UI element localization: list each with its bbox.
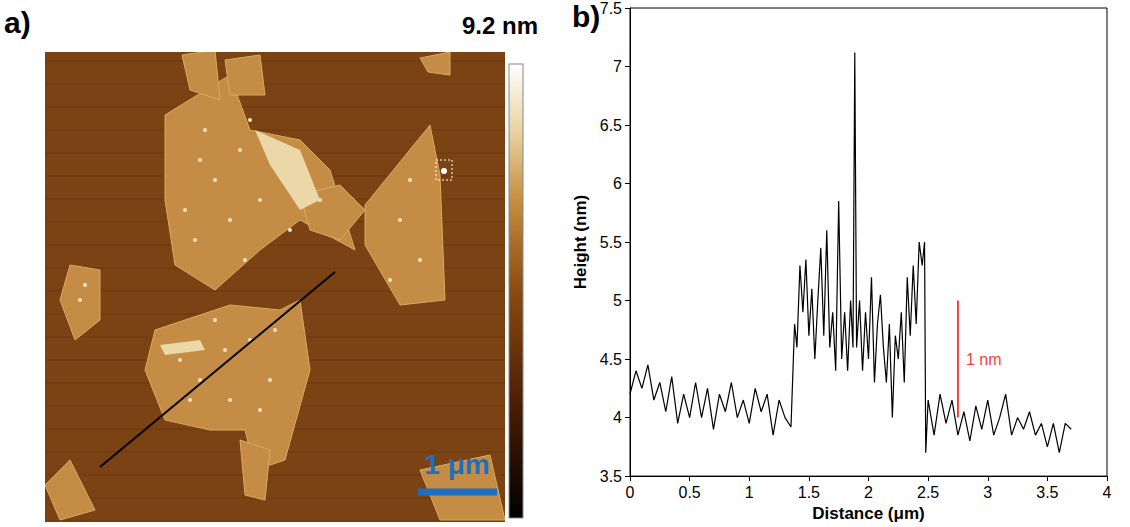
svg-text:1: 1 [745, 484, 754, 501]
svg-text:9.2 nm: 9.2 nm [462, 12, 538, 39]
svg-text:0: 0 [626, 484, 635, 501]
svg-text:1 nm: 1 nm [966, 351, 1002, 368]
svg-text:5.5: 5.5 [600, 234, 622, 251]
html-text:a): a) [4, 6, 31, 39]
svg-text:1.5: 1.5 [798, 484, 820, 501]
svg-text:6: 6 [613, 175, 622, 192]
svg-text:0.5: 0.5 [679, 484, 701, 501]
svg-text:Distance (μm): Distance (μm) [812, 504, 924, 523]
svg-text:3.5: 3.5 [1036, 484, 1058, 501]
svg-text:5: 5 [613, 292, 622, 309]
svg-text:Height (nm): Height (nm) [571, 195, 590, 289]
svg-text:2.5: 2.5 [917, 484, 939, 501]
svg-text:4: 4 [613, 409, 622, 426]
svg-text:4: 4 [1103, 484, 1112, 501]
svg-text:4.5: 4.5 [600, 351, 622, 368]
svg-text:7: 7 [613, 58, 622, 75]
svg-text:2: 2 [864, 484, 873, 501]
svg-text:7.5: 7.5 [600, 0, 622, 17]
html-text:b): b) [572, 0, 601, 33]
svg-text:1 μm: 1 μm [424, 449, 489, 480]
svg-text:3.5: 3.5 [600, 468, 622, 485]
svg-text:6.5: 6.5 [600, 117, 622, 134]
svg-text:3: 3 [983, 484, 992, 501]
